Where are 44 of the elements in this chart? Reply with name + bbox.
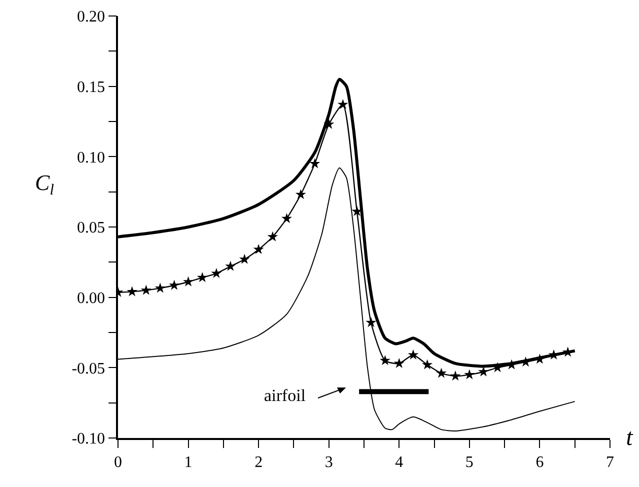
x-tick-label: 5 [465,454,474,471]
point [267,231,278,242]
point [394,358,404,368]
point [436,368,447,378]
point [182,276,194,286]
point [197,272,208,282]
x-tick-label: 2 [254,454,263,471]
point [324,118,334,129]
y-tick-label: -0.05 [72,360,106,378]
point [464,369,475,380]
x-tick-label: 3 [324,454,333,471]
point [309,158,320,168]
x-tick-label: 0 [114,454,122,471]
x-tick-label: 1 [184,454,192,471]
point [239,254,250,264]
point [366,317,376,328]
point [211,268,222,278]
x-tick-label: 4 [395,454,404,471]
x-tick-label: 6 [536,454,544,471]
point [380,355,390,366]
point [408,349,419,360]
point [225,260,236,271]
point [126,286,138,296]
point [422,359,433,370]
point [253,244,264,254]
y-tick-label: 0.20 [77,8,106,26]
annotation: airfoil [264,386,306,405]
point [168,280,180,290]
y-tick-label: 0.15 [77,78,106,96]
point [492,362,503,372]
x-axis-title: t [626,425,634,451]
y-tick-label: 0.00 [77,290,106,307]
point [140,284,152,295]
y-tick-label: -0.10 [72,430,106,448]
x-tick-label: 7 [606,454,614,471]
y-axis-title: C$_{l}$ [35,170,54,199]
point [295,189,306,200]
point [338,99,348,110]
y-tick-label: 0.10 [77,149,106,166]
y-tick-label: 0.05 [77,220,106,237]
point [478,366,489,376]
point [450,370,461,381]
point [154,282,166,293]
point [281,212,292,224]
